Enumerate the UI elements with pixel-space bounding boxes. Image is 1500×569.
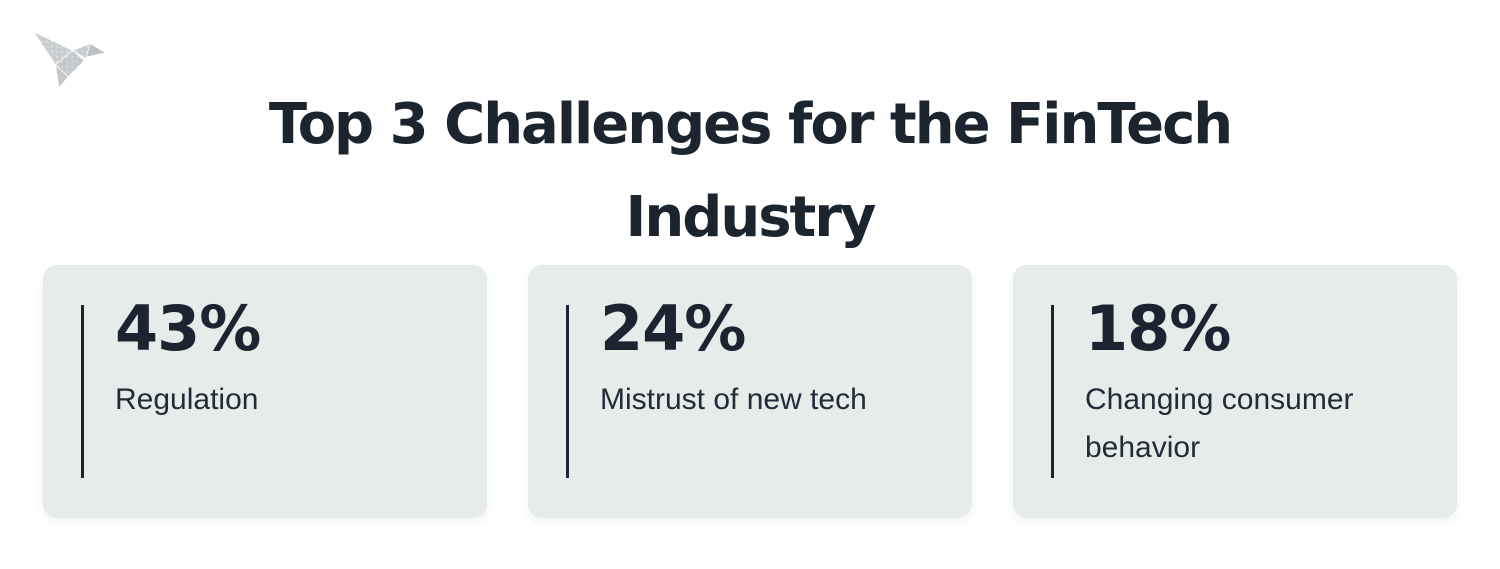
stat-card-consumer-behavior: 18% Changing consumer behavior [1013,265,1457,518]
card-accent-rule [566,305,569,478]
stat-label: Changing consumer behavior [1085,382,1354,464]
stat-card-regulation: 43% Regulation [43,265,487,518]
stat-value: 24% [600,292,746,365]
page-title-line-1: Top 3 Challenges for the FinTech [268,91,1233,157]
page-title: Top 3 Challenges for the FinTech Industr… [0,78,1500,264]
stat-cards-row: 43% Regulation 24% Mistrust of new tech … [43,265,1457,518]
card-accent-rule [81,305,84,478]
card-accent-rule [1051,305,1054,478]
card-content: 24% Mistrust of new tech [600,298,867,424]
card-content: 18% Changing consumer behavior [1085,298,1400,472]
stat-value: 18% [1085,292,1231,365]
page-title-line-2: Industry [625,184,877,250]
stat-label: Mistrust of new tech [600,382,867,416]
stat-value: 43% [115,292,261,365]
stat-label: Regulation [115,382,259,416]
stat-card-mistrust: 24% Mistrust of new tech [528,265,972,518]
card-content: 43% Regulation [115,298,261,424]
origami-bird-icon [33,31,107,89]
